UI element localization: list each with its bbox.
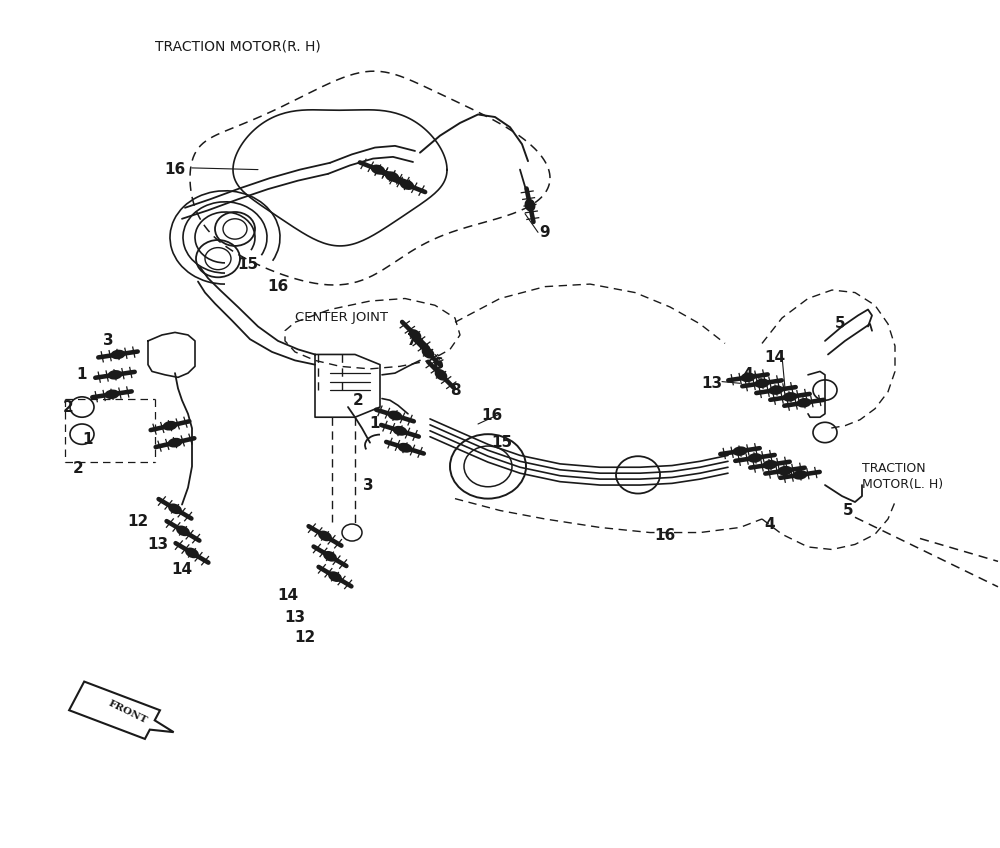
Text: 16: 16	[654, 528, 676, 544]
Text: 9: 9	[540, 225, 550, 240]
Text: 12: 12	[294, 630, 316, 645]
Ellipse shape	[779, 466, 791, 475]
Ellipse shape	[756, 379, 768, 388]
Ellipse shape	[319, 532, 331, 540]
Ellipse shape	[324, 552, 336, 561]
Text: 13: 13	[284, 610, 306, 625]
Ellipse shape	[112, 350, 124, 359]
Ellipse shape	[401, 181, 413, 189]
Ellipse shape	[186, 549, 198, 557]
Text: 15: 15	[237, 257, 259, 272]
Ellipse shape	[794, 471, 806, 479]
Ellipse shape	[389, 411, 401, 420]
Ellipse shape	[423, 348, 433, 358]
Text: 15: 15	[491, 435, 513, 450]
Text: TRACTION MOTOR(R. H): TRACTION MOTOR(R. H)	[155, 40, 321, 53]
Text: 1: 1	[370, 416, 380, 432]
Text: CENTER JOINT: CENTER JOINT	[295, 311, 388, 325]
Text: 1: 1	[83, 432, 93, 447]
Ellipse shape	[169, 505, 181, 513]
Ellipse shape	[169, 438, 181, 447]
Ellipse shape	[399, 444, 411, 452]
Ellipse shape	[372, 165, 384, 174]
Text: 5: 5	[843, 503, 853, 518]
Text: 16: 16	[267, 279, 289, 294]
Ellipse shape	[394, 427, 406, 435]
Text: 13: 13	[147, 537, 169, 552]
Text: 14: 14	[764, 350, 786, 365]
Ellipse shape	[329, 572, 341, 581]
Ellipse shape	[106, 390, 118, 399]
Ellipse shape	[177, 527, 189, 535]
Text: 12: 12	[127, 514, 149, 529]
Ellipse shape	[734, 447, 746, 455]
Text: FRONT: FRONT	[107, 699, 149, 726]
Text: 3: 3	[363, 477, 373, 493]
Ellipse shape	[436, 370, 446, 380]
Ellipse shape	[164, 421, 176, 430]
Text: 7: 7	[407, 333, 417, 349]
Text: 5: 5	[835, 316, 845, 332]
Text: 1: 1	[77, 367, 87, 382]
Ellipse shape	[798, 399, 810, 407]
Text: 8: 8	[450, 382, 460, 398]
Text: 16: 16	[481, 408, 503, 423]
Text: 3: 3	[103, 333, 113, 349]
Ellipse shape	[525, 200, 535, 210]
Ellipse shape	[764, 460, 776, 469]
Ellipse shape	[749, 454, 761, 462]
Text: 4: 4	[765, 516, 775, 532]
Text: 6: 6	[433, 357, 443, 372]
Ellipse shape	[784, 393, 796, 401]
Text: 16: 16	[164, 162, 186, 177]
Ellipse shape	[386, 172, 398, 181]
Text: 4: 4	[743, 367, 753, 382]
Ellipse shape	[109, 371, 121, 379]
Text: TRACTION
MOTOR(L. H): TRACTION MOTOR(L. H)	[862, 462, 943, 491]
Polygon shape	[69, 682, 174, 739]
Ellipse shape	[742, 373, 754, 382]
Ellipse shape	[410, 330, 420, 340]
Text: 2: 2	[73, 460, 83, 476]
Text: 2: 2	[353, 393, 363, 408]
Text: 2: 2	[63, 399, 73, 415]
Ellipse shape	[770, 386, 782, 394]
Text: 13: 13	[701, 376, 723, 391]
Text: 14: 14	[277, 588, 299, 603]
Text: 14: 14	[171, 562, 193, 577]
